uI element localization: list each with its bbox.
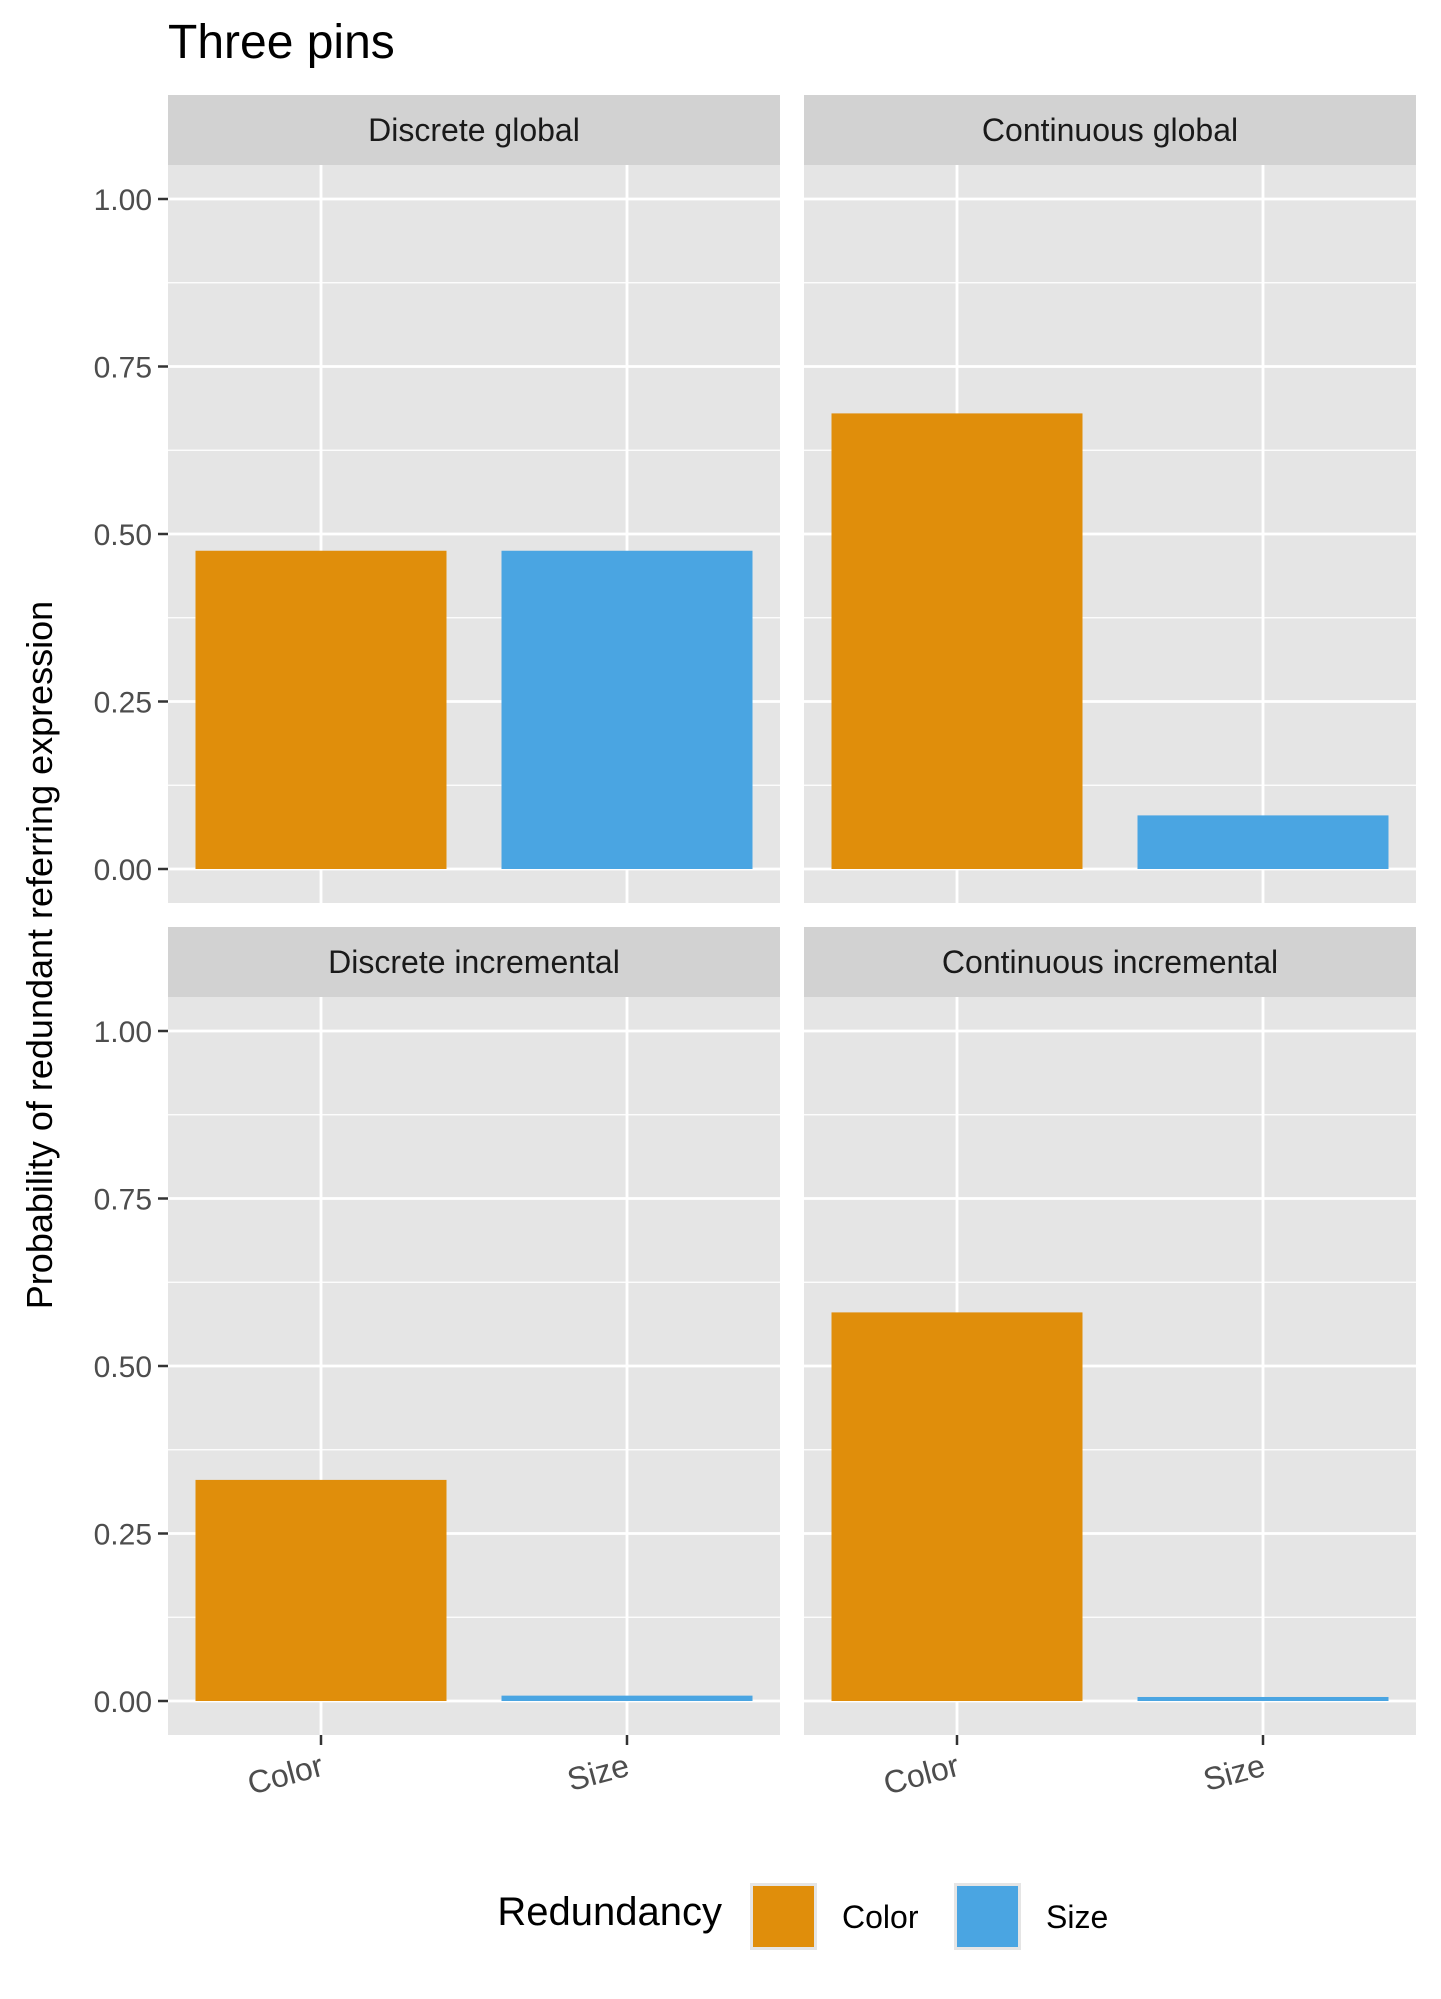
panel-title: Continuous incremental	[942, 944, 1278, 980]
chart-title: Three pins	[168, 16, 395, 69]
legend: Redundancy Color Size	[497, 1883, 1108, 1950]
panel-title: Discrete global	[368, 112, 580, 148]
legend-label: Color	[842, 1899, 919, 1935]
x-tick-label: Color	[880, 1747, 964, 1802]
y-axis-label: Probability of redundant referring expre…	[19, 601, 60, 1309]
bar-size	[501, 1695, 753, 1701]
y-tick-label: 1.00	[94, 184, 152, 217]
y-tick-label: 0.75	[94, 1184, 152, 1217]
x-tick-label: Color	[244, 1747, 328, 1802]
panel-strip	[168, 95, 780, 165]
y-tick-label: 0.50	[94, 519, 152, 552]
x-tick-label: Size	[563, 1747, 632, 1798]
legend-key-size	[957, 1886, 1018, 1947]
y-tick-label: 0.25	[94, 1519, 152, 1552]
y-tick-label: 0.00	[94, 1686, 152, 1719]
bar-size	[1137, 1696, 1389, 1701]
y-tick-label: 0.75	[94, 352, 152, 385]
legend-label: Size	[1046, 1899, 1108, 1935]
y-tick-label: 0.50	[94, 1351, 152, 1384]
bar-size	[1137, 815, 1389, 869]
panels: Discrete global 0.00 0.25 0.50 0.75 1.00 Conti…	[94, 95, 1416, 1802]
y-tick-label: 0.25	[94, 687, 152, 720]
bar-color	[831, 1312, 1083, 1701]
panel-title: Continuous global	[982, 112, 1238, 148]
panel-title: Discrete incremental	[328, 944, 620, 980]
legend-key-color	[753, 1886, 814, 1947]
y-tick-label: 0.00	[94, 854, 152, 887]
bar-size	[501, 550, 753, 869]
bar-color	[195, 1479, 447, 1701]
bar-color	[195, 550, 447, 869]
panel-strip	[804, 927, 1416, 997]
legend-title: Redundancy	[497, 1890, 722, 1934]
y-tick-label: 1.00	[94, 1016, 152, 1049]
panel-strip	[168, 927, 780, 997]
x-tick-label: Size	[1199, 1747, 1268, 1798]
bar-color	[831, 413, 1083, 869]
panel-strip	[804, 95, 1416, 165]
